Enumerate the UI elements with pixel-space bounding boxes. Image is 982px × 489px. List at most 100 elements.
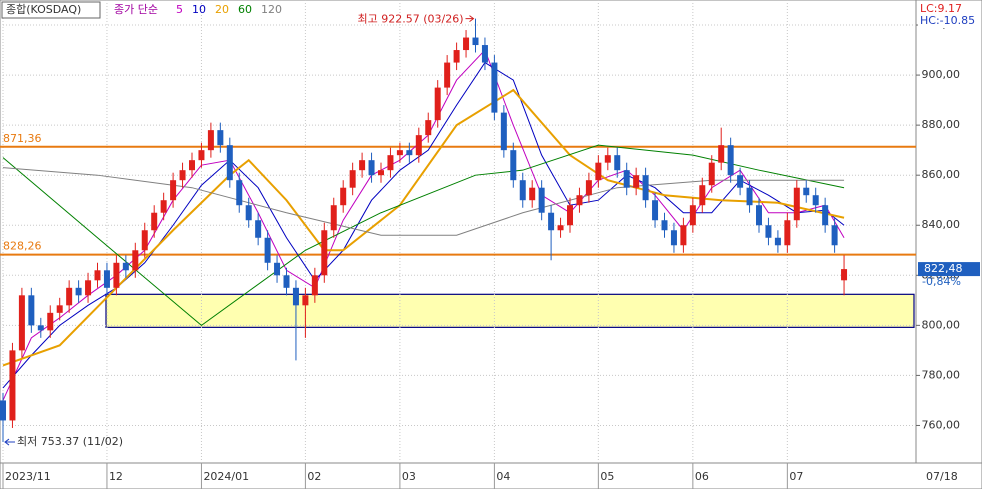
x-tick-label: 02 [307,470,321,483]
candle-body [9,350,16,421]
x-axis-panel [0,462,982,489]
candle-body [28,295,35,326]
level-label: 871,36 [3,132,42,145]
x-tick-label: 12 [109,470,123,483]
candle-body [103,270,110,288]
candle-body [94,270,101,281]
y-tick-label: 840,00 [922,218,961,231]
candle-body [66,287,73,306]
candle-body [481,45,488,63]
candle-body [0,400,6,421]
candle-body [831,225,838,246]
candle-body [519,180,526,201]
legend-entry: 120 [261,3,282,16]
candle-body [472,37,479,46]
x-tick-label: 06 [695,470,709,483]
lc-label: LC:9.17 [920,2,962,15]
candle-body [283,275,290,288]
candle-body [746,187,753,206]
x-tick-label: 03 [402,470,416,483]
candle-body [122,262,129,271]
x-tick-label: 2023/11 [5,470,51,483]
candle-body [529,187,536,201]
candle-body [538,187,545,213]
candle-body [765,225,772,238]
candle-body [189,160,195,171]
candle-body [207,130,214,151]
legend-entry: 20 [215,3,229,16]
candle-body [633,175,640,188]
candle-body [661,220,668,231]
candle-body [444,62,451,88]
candle-body [151,212,158,231]
candle-body [510,150,517,181]
candle-body [803,187,810,196]
candle-body [217,130,224,146]
x-tick-label: 07 [789,470,803,483]
candle-body [75,287,82,296]
title-box[interactable] [1,1,101,19]
candle-body [311,275,318,296]
candle-body [576,195,583,206]
candle-body [406,150,413,156]
y-tick-label: 880,00 [922,118,961,131]
candle-body [604,155,611,163]
candle-body [652,200,659,221]
candle-body [302,295,309,306]
lc-hc-box [918,2,980,28]
x-tick-label: 04 [496,470,510,483]
y-tick-label: 760,00 [922,418,961,431]
candle-body [727,145,734,176]
candle-body [132,250,139,271]
candle-body [595,162,602,181]
candle-body [822,205,829,226]
candle-body [255,220,262,238]
candle-body [387,155,394,171]
candle-body [841,269,848,281]
low-annotation: 최저 753.37 (11/02) [17,435,123,448]
candle-body [585,180,592,196]
y-tick-label: 800,00 [922,318,961,331]
candle-body [567,205,573,226]
candle-body [623,170,630,188]
legend-entry: 10 [192,3,206,16]
support-zone [105,293,915,328]
candle-body [453,50,460,63]
candle-body [708,162,715,186]
candle-body [396,150,403,156]
y-tick-label: 860,00 [922,168,961,181]
y-tick-label: 780,00 [922,368,961,381]
candle-body [340,187,347,206]
legend-entry: 5 [176,3,183,16]
candle-body [434,87,441,121]
low-arrow [4,438,15,446]
legend-entry: 60 [238,3,252,16]
x-tick-label: 2024/01 [203,470,249,483]
candle-body [756,205,762,226]
candle-body [368,160,375,176]
candle-body [699,185,706,206]
plot-area [0,0,917,464]
candle-body [774,237,781,246]
candle-body [642,175,649,201]
ma-line [2,61,845,389]
y-tick-label: 900,00 [922,68,961,81]
candle-body [170,180,177,201]
candle-body [500,112,507,151]
y-axis-panel [915,0,982,464]
candle-body [689,205,696,226]
candle-body [160,200,167,213]
candle-body [236,180,243,206]
candle-body [425,120,432,136]
ma-line [2,144,845,326]
ma-label: 종가 단순 [114,3,158,16]
candle-body [245,205,252,221]
candle-body [614,155,621,171]
candle-body [670,230,677,246]
candle-body [198,150,205,161]
candle-body [274,262,281,276]
current-date: 07/18 [926,470,958,483]
candle-body [359,160,366,171]
candle-body [37,325,44,331]
